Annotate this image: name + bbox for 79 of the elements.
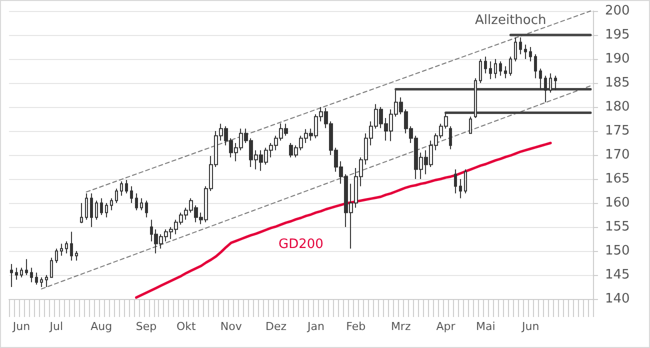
candlestick [534, 54, 537, 79]
candlestick [10, 263, 13, 288]
candlestick [539, 68, 542, 90]
candlestick [75, 250, 78, 262]
candlestick [25, 258, 28, 276]
candlestick [484, 56, 487, 74]
candlestick [120, 180, 123, 196]
y-tick-label: 190 [605, 52, 630, 66]
candlestick [449, 126, 452, 150]
candlestick [105, 202, 108, 218]
x-tick-label: Mai [476, 320, 496, 333]
x-tick-label: Dez [266, 320, 287, 333]
y-tick-label: 165 [605, 172, 630, 186]
candlestick [494, 58, 497, 79]
candlestick [35, 272, 38, 286]
x-tick-label: Mrz [390, 320, 411, 333]
candlestick [95, 200, 98, 220]
candlestick [519, 36, 522, 55]
candlestick [504, 66, 507, 79]
candlestick [45, 274, 48, 288]
candlestick [145, 200, 148, 218]
candlestick [469, 116, 472, 134]
x-tick-label: Aug [90, 320, 112, 333]
candlestick [110, 198, 113, 211]
candlestick [65, 240, 68, 254]
candlestick [20, 267, 23, 278]
y-tick-label: 145 [605, 268, 630, 282]
series-label: GD200 [278, 236, 324, 252]
candlestick [100, 198, 103, 216]
candlestick [464, 168, 467, 194]
candlestick [40, 276, 43, 288]
candlestick [474, 78, 477, 119]
candlestick [524, 44, 527, 60]
candlestick [15, 267, 18, 280]
candlestick [554, 75, 557, 91]
candlestick [479, 58, 482, 84]
x-tick-label: Okt [176, 320, 197, 333]
x-tick-label: Jun [521, 320, 540, 333]
candlestick [140, 198, 143, 211]
candlestick [90, 192, 93, 228]
candlestick [509, 56, 512, 76]
candlestick [50, 257, 53, 278]
y-tick-label: 175 [605, 124, 630, 138]
y-tick-label: 160 [605, 196, 630, 210]
x-tick-label: Sep [136, 320, 157, 333]
candlestick [549, 72, 552, 94]
candlestick [454, 168, 457, 194]
candlestick [529, 46, 532, 62]
y-tick-label: 170 [605, 148, 630, 162]
x-tick-label: Jul [48, 320, 64, 333]
line-series [135, 142, 552, 299]
y-tick-label: 140 [605, 292, 630, 306]
candlestick [544, 75, 547, 103]
y-tick-label: 150 [605, 244, 630, 258]
y-tick-label: 200 [605, 4, 630, 18]
y-tick-label: 195 [605, 28, 630, 42]
candlestick [30, 267, 33, 283]
candlestick [130, 186, 133, 204]
candlestick [489, 60, 492, 80]
x-tick-label: Jan [306, 320, 324, 333]
x-tick-label: Feb [346, 320, 366, 333]
candlestick [115, 188, 118, 204]
candlestick [70, 231, 73, 262]
candlestick [60, 243, 63, 256]
candlestick [125, 179, 128, 194]
candlestick [514, 36, 517, 62]
y-tick-label: 180 [605, 100, 630, 114]
x-tick-label: Jun [12, 320, 30, 333]
candlestick [85, 192, 88, 220]
x-tick-label: Apr [436, 320, 456, 333]
candlestick [80, 202, 83, 224]
series-label: Allzeithoch [475, 13, 546, 28]
x-tick-label: Nov [220, 320, 242, 333]
y-tick-label: 185 [605, 76, 630, 90]
candlestick [499, 60, 502, 76]
y-tick-label: 155 [605, 220, 630, 234]
candlestick [135, 192, 138, 211]
candlestick [55, 248, 58, 264]
candlestick [459, 178, 462, 199]
